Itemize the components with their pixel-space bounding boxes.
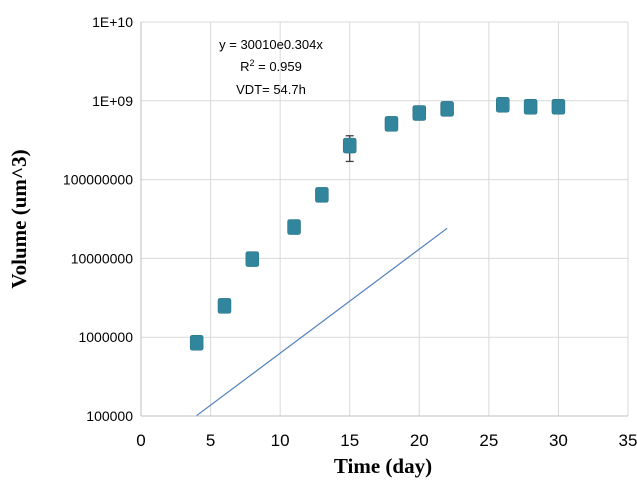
r-squared-value: = 0.959: [255, 59, 302, 74]
data-point: [287, 219, 301, 235]
x-tick-label: 15: [340, 431, 359, 450]
gridlines: [141, 21, 629, 416]
trendline-group: [196, 227, 448, 417]
data-point: [245, 251, 260, 267]
r-squared-base: R: [240, 59, 249, 74]
x-tick-label: 35: [619, 431, 637, 450]
data-points: [189, 97, 566, 351]
data-point: [315, 187, 329, 203]
x-tick-label: 0: [136, 431, 145, 450]
x-axis-title: Time (day): [334, 454, 432, 478]
data-point: [440, 101, 454, 117]
tick-labels: 100000 1000000 10000000 100000000 1E+09 1E+10…: [63, 14, 637, 450]
y-tick-label: 10000000: [71, 250, 134, 266]
vdt-label: VDT= 54.7h: [236, 82, 306, 97]
data-point: [551, 99, 566, 115]
x-tick-label: 5: [206, 431, 215, 450]
y-tick-label: 100000: [86, 408, 133, 424]
r-squared-exponent: 2: [250, 58, 255, 68]
y-tick-label: 1000000: [78, 329, 133, 345]
data-point: [384, 116, 399, 132]
axes: [140, 22, 628, 417]
data-point: [217, 298, 232, 314]
y-tick-label: 1E+10: [92, 14, 133, 30]
data-point: [342, 137, 357, 154]
data-point: [412, 105, 427, 121]
data-point: [189, 335, 204, 351]
x-tick-label: 10: [271, 431, 290, 450]
r-squared: R2 = 0.959: [240, 58, 302, 74]
y-axis-title: Volume (um^3): [7, 149, 31, 288]
x-tick-label: 20: [410, 431, 429, 450]
y-tick-label: 100000000: [63, 172, 133, 188]
data-point: [523, 99, 538, 115]
data-point: [496, 97, 510, 113]
trend-equation: y = 30010e0.304x: [219, 37, 323, 52]
exponential-trendline: [196, 227, 448, 417]
y-tick-label: 1E+09: [92, 93, 133, 109]
x-tick-label: 30: [549, 431, 568, 450]
x-tick-label: 25: [479, 431, 498, 450]
